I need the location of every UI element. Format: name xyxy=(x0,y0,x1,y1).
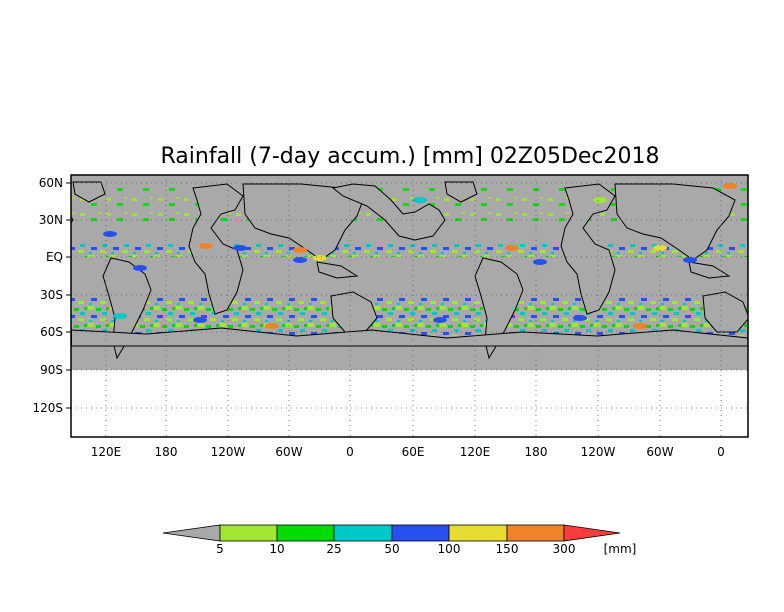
colorbar-segment xyxy=(276,524,335,542)
colorbar-tick-label: 300 xyxy=(553,542,576,556)
land-north-america xyxy=(71,215,74,224)
land-europe-africa xyxy=(188,183,244,315)
heavy-rain-spot xyxy=(113,313,127,319)
heavy-rain-spot xyxy=(683,257,697,263)
heavy-rain-spot xyxy=(533,259,547,265)
latitude-label: EQ xyxy=(46,250,63,264)
longitude-label: 180 xyxy=(525,445,548,459)
latitude-label: 30S xyxy=(40,288,63,302)
colorbar-segment xyxy=(333,524,393,542)
colorbar-tick-label: 5 xyxy=(216,542,224,556)
land-australia xyxy=(330,291,378,333)
heavy-rain-spot xyxy=(233,245,247,251)
itcz-band xyxy=(71,243,748,257)
colorbar-segment xyxy=(219,524,278,542)
southern-storm-track xyxy=(71,298,748,336)
colorbar-segment xyxy=(391,524,450,542)
land-antarctica xyxy=(71,327,748,347)
longitude-label: 120E xyxy=(460,445,491,459)
colorbar-tick-label: 150 xyxy=(496,542,519,556)
heavy-rain-spot xyxy=(593,197,607,203)
colorbar-tick-label: 100 xyxy=(438,542,461,556)
land-europe-africa xyxy=(560,183,616,315)
land-masses xyxy=(71,181,748,360)
longitude-label: 0 xyxy=(717,445,725,459)
latitude-label: 60N xyxy=(39,176,63,190)
latitude-axis: 60N 30N EQ 30S 60S 90S 120S xyxy=(32,176,71,415)
colorbar-tick-label: 25 xyxy=(326,542,341,556)
land-greenland xyxy=(72,181,106,203)
heavy-rain-spot xyxy=(633,323,647,329)
colorbar-segment xyxy=(162,524,221,542)
longitude-label: 60E xyxy=(402,445,425,459)
latitude-label: 90S xyxy=(40,363,63,377)
heavy-rain-spots xyxy=(103,183,737,329)
latitude-label: 60S xyxy=(40,325,63,339)
plot-frame xyxy=(70,174,749,438)
land-australia xyxy=(702,291,748,333)
heavy-rain-spot xyxy=(313,255,327,261)
colorbar-segment xyxy=(506,524,565,542)
colorbar-tick-label: 10 xyxy=(269,542,284,556)
longitude-label: 180 xyxy=(155,445,178,459)
longitude-label: 0 xyxy=(346,445,354,459)
longitude-label: 120W xyxy=(581,445,616,459)
heavy-rain-spot xyxy=(653,245,667,251)
colorbar-segment xyxy=(563,524,621,542)
no-data-region xyxy=(71,370,748,437)
colorbar: 5 10 25 50 100 150 300 [mm] xyxy=(162,524,637,556)
heavy-rain-spot xyxy=(133,265,147,271)
longitude-label: 120W xyxy=(211,445,246,459)
land-indonesia xyxy=(316,261,359,279)
land-north-america xyxy=(331,183,446,241)
longitude-axis: 120E 180 120W 60W 0 60E 120E 180 120W 60W 0 xyxy=(91,445,725,459)
heavy-rain-spot xyxy=(433,317,447,323)
colorbar-unit: [mm] xyxy=(604,542,637,556)
longitude-label: 60W xyxy=(646,445,673,459)
colorbar-segments xyxy=(162,524,621,542)
heavy-rain-spot xyxy=(103,231,117,237)
heavy-rain-spot xyxy=(413,197,427,203)
land-asia xyxy=(614,183,736,261)
heavy-rain-spot xyxy=(193,317,207,323)
heavy-rain-spot xyxy=(199,243,213,249)
colorbar-tick-label: 50 xyxy=(384,542,399,556)
grid-lines xyxy=(71,175,748,437)
map-area xyxy=(71,175,748,437)
colorbar-labels: 5 10 25 50 100 150 300 xyxy=(216,542,575,556)
land-indonesia xyxy=(688,261,731,279)
land-greenland xyxy=(444,181,478,203)
heavy-rain-spot xyxy=(293,247,307,253)
heavy-rain-spot xyxy=(723,183,737,189)
latitude-label: 30N xyxy=(39,213,63,227)
land-south-america xyxy=(474,257,524,360)
heavy-rain-spot xyxy=(293,257,307,263)
latitude-label: 120S xyxy=(32,401,63,415)
longitude-label: 120E xyxy=(91,445,122,459)
heavy-rain-spot xyxy=(505,245,519,251)
colorbar-segment xyxy=(448,524,508,542)
longitude-label: 60W xyxy=(275,445,302,459)
chart-title: Rainfall (7-day accum.) [mm] 02Z05Dec201… xyxy=(160,144,659,169)
heavy-rain-spot xyxy=(265,323,279,329)
heavy-rain-spot xyxy=(573,315,587,321)
